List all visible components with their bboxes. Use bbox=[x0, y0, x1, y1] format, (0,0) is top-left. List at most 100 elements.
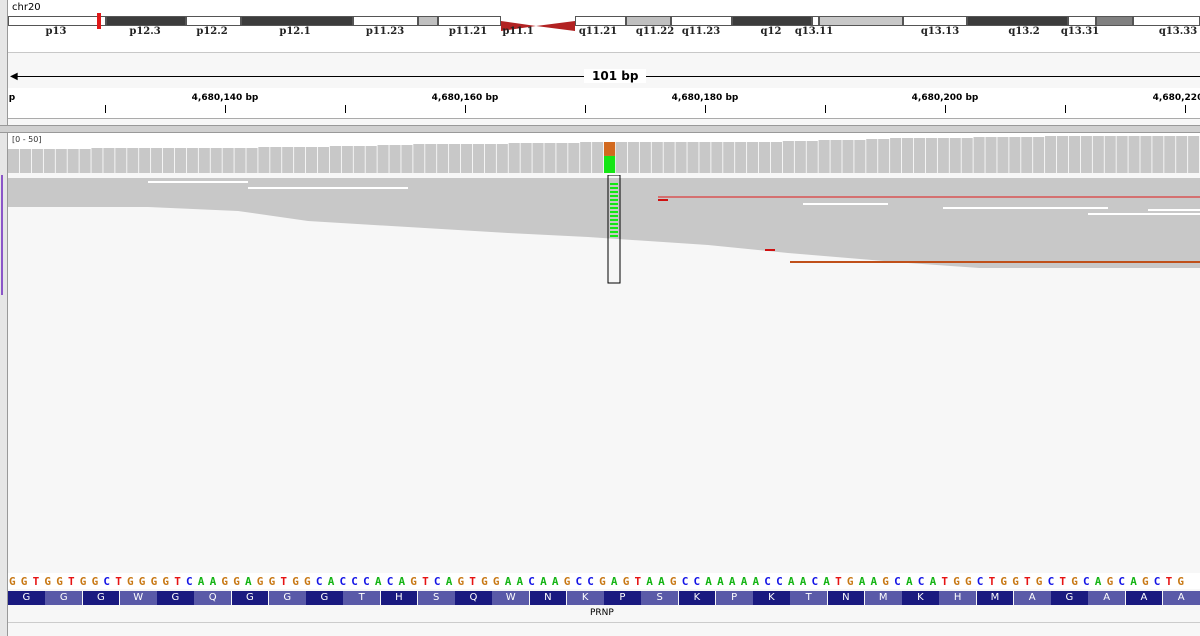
band-label: q13.2 bbox=[1008, 26, 1040, 37]
coverage-bar bbox=[627, 142, 639, 173]
chromosome-ideogram-panel[interactable]: chr20 p13 p12.3 p12.2 p12.1 p11.23 p11.21 p11.… bbox=[8, 0, 1200, 52]
band-p12.2[interactable] bbox=[186, 16, 241, 26]
coverage-bar bbox=[1104, 136, 1116, 173]
aligned-read bbox=[8, 193, 1200, 196]
track-selection-indicator bbox=[1, 175, 3, 295]
ruler-tick bbox=[465, 105, 466, 113]
reference-base: A bbox=[717, 575, 724, 588]
divider bbox=[8, 52, 1200, 53]
coverage-histogram[interactable] bbox=[8, 133, 1200, 173]
ruler-tick bbox=[345, 105, 346, 113]
band-p11.21[interactable] bbox=[438, 16, 501, 26]
coverage-bar bbox=[699, 142, 711, 173]
band-p11.1[interactable] bbox=[501, 16, 536, 31]
amino-acid: H bbox=[939, 591, 977, 605]
read-gap bbox=[803, 203, 888, 205]
band-p13[interactable] bbox=[8, 16, 106, 26]
coverage-bar bbox=[1033, 137, 1045, 173]
current-region-marker[interactable] bbox=[97, 13, 101, 29]
snp-base-mark bbox=[610, 191, 618, 193]
aligned-read bbox=[8, 190, 1200, 193]
chromosome-ideogram[interactable] bbox=[8, 16, 1200, 31]
coverage-bar bbox=[532, 143, 544, 173]
aligned-read bbox=[8, 229, 1200, 232]
band-label: p11.21 bbox=[448, 26, 488, 37]
coverage-track[interactable]: [0 - 50] bbox=[8, 133, 1200, 173]
reference-base: T bbox=[469, 575, 476, 588]
coverage-bar bbox=[556, 143, 568, 173]
amino-acid: G bbox=[45, 591, 83, 605]
snp-base-mark bbox=[610, 195, 618, 197]
coverage-bar bbox=[67, 149, 79, 173]
band-p12.1[interactable] bbox=[241, 16, 353, 26]
coverage-bar bbox=[270, 147, 282, 173]
read-gap bbox=[248, 187, 408, 189]
reference-base: C bbox=[528, 575, 535, 588]
reference-base: C bbox=[1047, 575, 1055, 588]
reference-base: G bbox=[256, 575, 264, 588]
reference-base: G bbox=[221, 575, 229, 588]
band-q12[interactable] bbox=[732, 16, 812, 26]
reference-base: G bbox=[20, 575, 28, 588]
gene-name-label[interactable]: PRNP bbox=[590, 608, 614, 618]
band-q13.13[interactable] bbox=[903, 16, 967, 26]
coverage-bar bbox=[925, 138, 937, 173]
genomic-ruler[interactable]: p 4,680,140 bp 4,680,160 bp 4,680,180 bp 4,… bbox=[8, 88, 1200, 118]
coverage-bar bbox=[413, 144, 425, 173]
coverage-bar bbox=[31, 149, 43, 173]
panel-divider[interactable] bbox=[0, 125, 1200, 133]
reference-base: A bbox=[740, 575, 748, 588]
reference-base: A bbox=[929, 575, 937, 588]
band-segment-17[interactable] bbox=[1096, 16, 1133, 26]
reference-base: T bbox=[115, 575, 122, 588]
amino-acid: P bbox=[715, 591, 753, 605]
amino-acid: A bbox=[1162, 591, 1200, 605]
band-segment-13[interactable] bbox=[819, 16, 903, 26]
aligned-read bbox=[8, 223, 1200, 226]
reference-base: A bbox=[327, 575, 335, 588]
coverage-bar bbox=[520, 143, 532, 173]
reference-base: A bbox=[504, 575, 512, 588]
band-q11.22[interactable] bbox=[626, 16, 671, 26]
reference-base: G bbox=[1035, 575, 1043, 588]
band-label: q13.11 bbox=[794, 26, 834, 37]
coverage-bar bbox=[675, 142, 687, 173]
reference-base: G bbox=[127, 575, 134, 588]
band-q11.21[interactable] bbox=[536, 16, 575, 31]
alignment-reads[interactable] bbox=[8, 174, 1200, 565]
amino-acid: T bbox=[343, 591, 381, 605]
mismatch-mark bbox=[765, 249, 775, 251]
band-p12.3[interactable] bbox=[106, 16, 186, 26]
span-label: 101 bp bbox=[584, 69, 647, 83]
ruler-tick bbox=[1065, 105, 1066, 113]
band-q13.2[interactable] bbox=[967, 16, 1068, 26]
reference-base: A bbox=[1130, 575, 1137, 588]
band-q13.11[interactable] bbox=[812, 16, 819, 26]
reference-base: A bbox=[445, 575, 453, 588]
band-p11.23[interactable] bbox=[353, 16, 418, 26]
reference-base: C bbox=[575, 575, 583, 588]
band-q13.33[interactable] bbox=[1133, 16, 1200, 26]
coverage-bar bbox=[306, 147, 318, 173]
coverage-bar bbox=[1045, 136, 1057, 173]
band-q13.31[interactable] bbox=[1068, 16, 1096, 26]
band-segment-5[interactable] bbox=[418, 16, 438, 26]
alignment-reads-track[interactable] bbox=[8, 174, 1200, 565]
band-q11.23[interactable] bbox=[671, 16, 732, 26]
ruler-tick-label: 4,680,200 bp bbox=[911, 93, 979, 103]
band-q11.21-body[interactable] bbox=[575, 16, 626, 26]
snp-base-mark bbox=[610, 215, 618, 217]
coverage-bar bbox=[484, 144, 496, 173]
reference-base: G bbox=[965, 575, 972, 588]
coverage-bar bbox=[913, 138, 926, 173]
reference-base: A bbox=[906, 575, 913, 588]
reference-base: G bbox=[481, 575, 488, 588]
reference-base: G bbox=[44, 575, 52, 588]
reference-base: A bbox=[799, 575, 807, 588]
ruler-tick-label: 4,680,140 bp bbox=[191, 93, 259, 103]
reference-base: C bbox=[1118, 575, 1126, 588]
snp-base-mark bbox=[610, 183, 618, 185]
reference-base: C bbox=[351, 575, 358, 588]
read-gap bbox=[148, 181, 248, 183]
